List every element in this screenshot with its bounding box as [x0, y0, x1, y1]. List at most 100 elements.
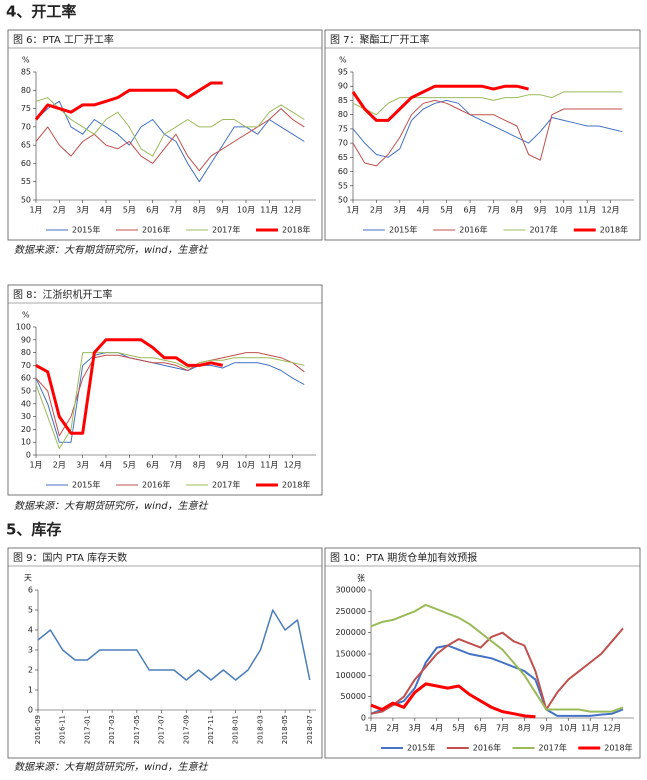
y-tick-label: 4	[28, 626, 33, 635]
y-tick-label: 70	[338, 139, 348, 148]
x-tick-label: 2月	[370, 206, 383, 215]
y-tick-label: 65	[338, 153, 348, 162]
y-tick-label: 50	[338, 196, 348, 205]
x-tick-label: 11月	[578, 206, 596, 215]
x-tick-label: 9月	[534, 206, 547, 215]
x-tick-label: 5月	[440, 206, 453, 215]
x-tick-label: 2017-11	[207, 715, 215, 744]
y-tick-label: 2	[28, 666, 33, 675]
y-tick-label: 5	[28, 606, 33, 615]
x-tick-label: 5月	[452, 724, 465, 733]
series-line	[370, 644, 624, 717]
y-tick-label: 75	[21, 104, 31, 113]
series-line	[35, 97, 305, 157]
y-tick-label: 60	[21, 159, 31, 168]
y-tick-label: 70	[21, 361, 31, 370]
x-tick-label: 10月	[237, 206, 255, 215]
x-tick-label: 8月	[193, 206, 206, 215]
x-tick-label: 7月	[169, 206, 182, 215]
legend-label: 2018年	[600, 225, 628, 235]
series-line	[35, 352, 305, 437]
source: 数据来源：大有期货研究所，wind，生意社	[14, 244, 209, 256]
y-unit: %	[22, 311, 30, 320]
x-tick-label: 7月	[169, 461, 182, 470]
chart-frame	[7, 547, 323, 759]
legend-label: 2017年	[212, 480, 240, 490]
y-tick-label: 0	[28, 706, 33, 715]
x-tick-label: 12月	[601, 206, 619, 215]
x-tick-label: 10月	[555, 206, 573, 215]
y-unit: 张	[357, 574, 365, 583]
x-tick-label: 7月	[496, 724, 509, 733]
y-tick-label: 250000	[335, 607, 366, 616]
x-tick-label: 7月	[487, 206, 500, 215]
legend-label: 2018年	[282, 480, 310, 490]
legend-label: 2017年	[539, 743, 567, 753]
series-line	[370, 682, 536, 719]
y-tick-label: 50	[21, 387, 31, 396]
x-tick-label: 2017-07	[158, 715, 166, 744]
series-line	[34, 81, 223, 121]
x-tick-label: 8月	[510, 206, 523, 215]
x-tick-label: 2018-03	[256, 715, 264, 744]
x-tick-label: 8月	[193, 461, 206, 470]
y-tick-label: 20	[21, 425, 31, 434]
x-tick-label: 11月	[260, 461, 278, 470]
x-tick-label: 4月	[99, 461, 112, 470]
y-tick-label: 1	[28, 686, 33, 695]
x-tick-label: 6月	[474, 724, 487, 733]
y-unit: %	[22, 56, 30, 65]
y-tick-label: 95	[338, 68, 348, 77]
series-line	[37, 609, 311, 681]
legend-label: 2018年	[282, 225, 310, 235]
y-tick-label: 50	[21, 196, 31, 205]
y-tick-label: 65	[21, 141, 31, 150]
y-tick-label: 85	[21, 68, 31, 77]
legend-label: 2015年	[72, 480, 100, 490]
chart-frame	[7, 29, 323, 241]
y-tick-label: 60	[21, 374, 31, 383]
y-tick-label: 30	[21, 412, 31, 421]
x-tick-label: 2018-07	[306, 715, 314, 744]
x-tick-label: 9月	[216, 461, 229, 470]
x-tick-label: 10月	[559, 724, 577, 733]
y-tick-label: 100000	[335, 671, 366, 680]
x-tick-label: 2016-09	[34, 715, 42, 744]
y-tick-label: 90	[338, 82, 348, 91]
source: 数据来源：大有期货研究所，wind，生意社	[14, 500, 209, 512]
series-line	[370, 627, 624, 715]
x-tick-label: 10月	[237, 461, 255, 470]
y-tick-label: 0	[361, 714, 366, 723]
x-tick-label: 2月	[53, 461, 66, 470]
heading: 5、库存	[6, 521, 61, 539]
y-tick-label: 0	[26, 451, 31, 460]
y-tick-label: 80	[21, 348, 31, 357]
series-line	[352, 99, 623, 167]
x-tick-label: 5月	[123, 461, 136, 470]
x-tick-label: 6月	[146, 461, 159, 470]
x-tick-label: 4月	[430, 724, 443, 733]
x-tick-label: 11月	[581, 724, 599, 733]
chart-frame	[324, 29, 641, 241]
series-line	[35, 352, 305, 443]
x-tick-label: 1月	[29, 206, 42, 215]
y-tick-label: 3	[28, 646, 33, 655]
x-tick-label: 11月	[260, 206, 278, 215]
y-tick-label: 55	[338, 181, 348, 190]
y-tick-label: 90	[21, 335, 31, 344]
series-line	[352, 99, 623, 158]
series-line	[35, 338, 224, 435]
y-tick-label: 70	[21, 122, 31, 131]
y-tick-label: 80	[338, 110, 348, 119]
x-tick-label: 2月	[53, 206, 66, 215]
x-tick-label: 6月	[146, 206, 159, 215]
y-tick-label: 75	[338, 124, 348, 133]
series-line	[35, 108, 305, 172]
chart-title: 图 8：江浙织机开工率	[13, 288, 113, 301]
legend-label: 2015年	[72, 225, 100, 235]
series-line	[352, 91, 623, 116]
chart-title: 图 10：PTA 期货仓单加有效预报	[330, 551, 477, 564]
y-tick-label: 100	[16, 323, 31, 332]
legend-label: 2017年	[212, 225, 240, 235]
